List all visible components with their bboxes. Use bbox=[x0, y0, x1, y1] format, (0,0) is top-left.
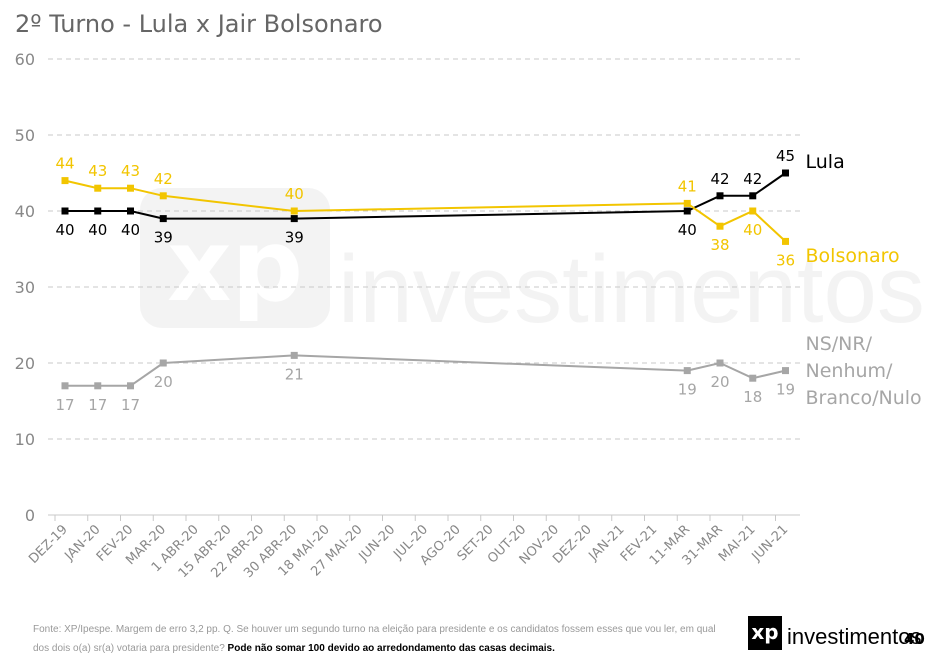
point bbox=[749, 192, 757, 200]
watermark-box bbox=[140, 188, 330, 328]
series-line bbox=[687, 361, 786, 380]
x-tick-label: DEZ-19 bbox=[26, 522, 71, 567]
gap-connector bbox=[294, 210, 688, 220]
series-line bbox=[65, 210, 164, 220]
point bbox=[94, 382, 102, 390]
value-label: 43 bbox=[121, 162, 140, 180]
value-label: 40 bbox=[121, 221, 140, 239]
point bbox=[782, 169, 789, 177]
watermark-mark: xp bbox=[167, 207, 303, 324]
point bbox=[159, 215, 167, 223]
series: 17 17 17 20 21 19 20 18 19 bbox=[55, 351, 795, 414]
series-line bbox=[686, 202, 787, 243]
logo-text: investimentos bbox=[787, 624, 922, 649]
point bbox=[782, 367, 789, 375]
point bbox=[716, 359, 724, 367]
footnote: Fonte: XP/Ipespe. Margem de erro 3,2 pp.… bbox=[33, 620, 733, 658]
value-label: 36 bbox=[776, 251, 795, 269]
point bbox=[127, 207, 134, 215]
gap-connector bbox=[163, 194, 295, 212]
value-label: 18 bbox=[743, 388, 762, 406]
y-tick-label: 0 bbox=[25, 506, 35, 525]
value-label: 20 bbox=[154, 373, 173, 391]
series-line bbox=[686, 172, 787, 212]
page-number: 40 bbox=[904, 630, 925, 648]
point bbox=[716, 192, 724, 200]
value-label: 19 bbox=[776, 381, 795, 399]
series: 44 43 43 42 40 41 38 40 36 bbox=[55, 155, 795, 270]
x-tick-label: JUN-21 bbox=[749, 522, 792, 565]
point bbox=[683, 207, 691, 215]
series-line bbox=[65, 362, 164, 387]
value-label: 40 bbox=[678, 221, 697, 239]
point bbox=[159, 359, 167, 367]
value-label: 39 bbox=[285, 229, 304, 247]
y-tick-label: 40 bbox=[15, 202, 35, 221]
point bbox=[290, 207, 298, 215]
value-label: 40 bbox=[88, 221, 107, 239]
point bbox=[127, 184, 134, 192]
y-tick-label: 50 bbox=[15, 126, 35, 145]
value-label: 21 bbox=[285, 365, 304, 383]
point bbox=[782, 237, 789, 245]
legend-label: NS/NR/ Nenhum/ Branco/Nulo bbox=[805, 332, 922, 409]
gap-connector bbox=[294, 354, 688, 372]
x-tick-label: JUN-20 bbox=[356, 522, 399, 565]
point bbox=[94, 184, 102, 192]
value-label: 41 bbox=[678, 177, 697, 195]
value-label: 42 bbox=[154, 170, 173, 188]
value-label: 38 bbox=[710, 236, 729, 254]
value-label: 17 bbox=[55, 396, 74, 414]
point bbox=[716, 222, 724, 230]
series-line bbox=[64, 179, 164, 197]
gap-connector bbox=[294, 202, 688, 212]
series: 40 40 40 39 39 40 42 42 45 bbox=[55, 147, 795, 247]
y-tick-label: 30 bbox=[15, 278, 35, 297]
x-tick-label: MAI-21 bbox=[716, 522, 759, 565]
source: Fonte: XP/Ipespe. Margem de erro 3,2 pp.… bbox=[33, 624, 716, 654]
chart-title: 2º Turno - Lula x Jair Bolsonaro bbox=[15, 10, 383, 38]
point bbox=[749, 207, 757, 215]
y-tick-label: 60 bbox=[15, 50, 35, 69]
watermark-text: investimentos bbox=[338, 236, 925, 343]
value-label: 45 bbox=[776, 147, 795, 165]
value-label: 44 bbox=[55, 155, 74, 173]
point bbox=[61, 207, 69, 215]
value-label: 17 bbox=[121, 396, 140, 414]
y-tick-label: 10 bbox=[15, 430, 35, 449]
point bbox=[749, 374, 757, 382]
point bbox=[290, 215, 298, 223]
value-label: 40 bbox=[285, 185, 304, 203]
value-label: 40 bbox=[55, 221, 74, 239]
value-label: 19 bbox=[678, 381, 697, 399]
point bbox=[61, 177, 69, 185]
value-label: 42 bbox=[710, 170, 729, 188]
value-label: 40 bbox=[743, 221, 762, 239]
logo-box bbox=[748, 616, 782, 650]
point bbox=[683, 199, 691, 207]
value-label: 17 bbox=[88, 396, 107, 414]
point bbox=[127, 382, 134, 390]
watermark: xp investimentos bbox=[140, 188, 925, 343]
logo-mark: xp bbox=[751, 620, 778, 644]
value-label: 20 bbox=[710, 373, 729, 391]
value-label: 39 bbox=[154, 229, 173, 247]
point bbox=[159, 192, 167, 200]
legend-label: Lula bbox=[805, 151, 845, 173]
point bbox=[61, 382, 69, 390]
legend-label: Bolsonaro bbox=[805, 245, 900, 268]
gap-connector bbox=[163, 354, 295, 364]
note: Pode não somar 100 devido ao arredondame… bbox=[227, 643, 555, 654]
point bbox=[683, 367, 691, 375]
value-label: 43 bbox=[88, 162, 107, 180]
point bbox=[94, 207, 102, 215]
value-label: 42 bbox=[743, 170, 762, 188]
y-tick-label: 20 bbox=[15, 354, 35, 373]
point bbox=[290, 351, 298, 359]
